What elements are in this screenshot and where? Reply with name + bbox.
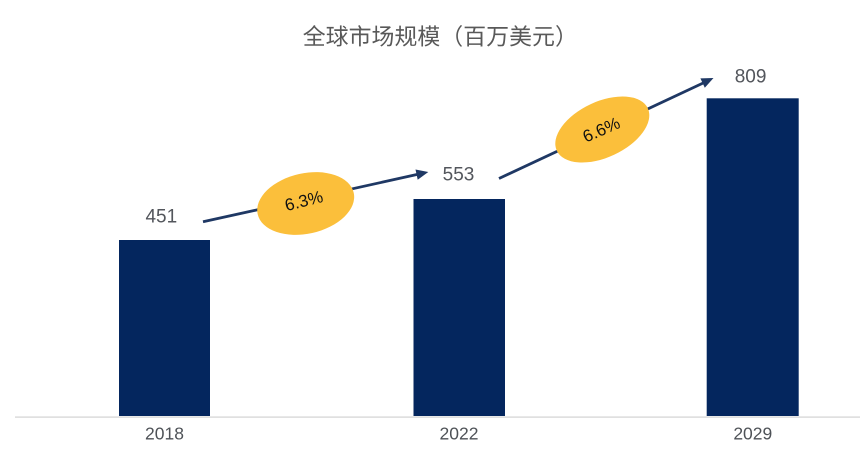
svg-text:809: 809 [735,66,767,87]
svg-text:451: 451 [145,207,177,228]
svg-text:2022: 2022 [440,424,479,444]
svg-text:553: 553 [443,165,475,186]
svg-text:2018: 2018 [145,424,184,444]
svg-text:2029: 2029 [733,424,772,444]
